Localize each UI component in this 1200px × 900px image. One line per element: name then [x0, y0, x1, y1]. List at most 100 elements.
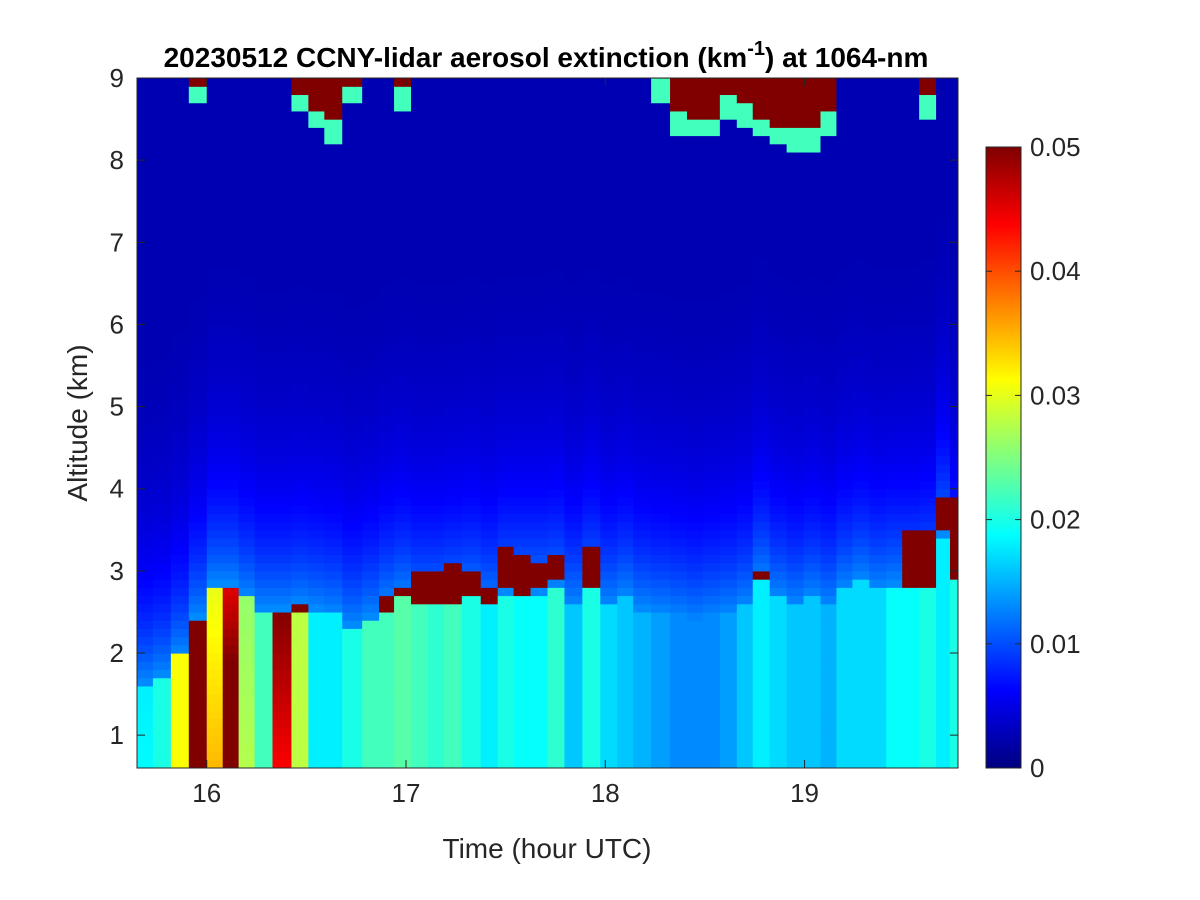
- heatmap-cell: [461, 94, 482, 104]
- heatmap-cell: [222, 234, 240, 243]
- heatmap-cell: [513, 464, 532, 473]
- heatmap-cell: [497, 677, 515, 687]
- heatmap-cell: [170, 357, 190, 367]
- heatmap-cell: [617, 669, 634, 679]
- colorbar: 00.010.020.030.040.05: [985, 132, 1081, 783]
- heatmap-cell: [600, 316, 618, 326]
- heatmap-cell: [291, 669, 309, 679]
- heatmap-cell: [443, 521, 463, 531]
- heatmap-cell: [852, 702, 870, 712]
- heatmap-cell: [188, 275, 208, 284]
- heatmap-cell: [238, 135, 256, 145]
- heatmap-cell: [582, 242, 601, 252]
- heatmap-cell: [206, 266, 224, 276]
- heatmap-cell: [633, 299, 652, 309]
- heatmap-cell: [719, 414, 738, 424]
- heatmap-cell: [752, 579, 771, 588]
- heatmap-cell: [869, 735, 887, 744]
- heatmap-cell: [188, 94, 208, 104]
- heatmap-cell: [670, 661, 688, 671]
- heatmap-cell: [188, 398, 208, 408]
- heatmap-cell: [324, 340, 343, 350]
- heatmap-cell: [564, 414, 583, 424]
- colorbar-tick-label: 0.05: [1030, 132, 1081, 162]
- heatmap-cell: [600, 299, 618, 309]
- heatmap-cell: [702, 464, 721, 473]
- heatmap-cell: [530, 653, 549, 662]
- heatmap-cell: [836, 414, 853, 424]
- heatmap-cell: [291, 694, 309, 703]
- heatmap-cell: [530, 423, 549, 432]
- heatmap-cell: [379, 143, 395, 153]
- heatmap-cell: [902, 365, 920, 375]
- heatmap-cell: [547, 390, 566, 399]
- heatmap-cell: [254, 464, 274, 473]
- heatmap-cell: [902, 529, 920, 539]
- heatmap-cell: [786, 554, 805, 564]
- heatmap-cell: [600, 283, 618, 293]
- heatmap-cell: [950, 381, 958, 391]
- plot-frame: [136, 77, 959, 769]
- heatmap-cell: [686, 595, 704, 605]
- heatmap-cell: [670, 127, 688, 137]
- heatmap-cell: [547, 250, 566, 260]
- heatmap-cell: [919, 513, 937, 523]
- heatmap-cell: [530, 78, 549, 87]
- heatmap-cell: [852, 488, 870, 498]
- heatmap-cell: [786, 611, 805, 621]
- heatmap-cell: [238, 201, 256, 211]
- heatmap-cell: [836, 603, 853, 613]
- heatmap-cell: [188, 579, 208, 588]
- heatmap-cell: [902, 184, 920, 194]
- heatmap-cell: [152, 653, 172, 662]
- heatmap-cell: [379, 521, 395, 531]
- heatmap-cell: [803, 324, 822, 334]
- heatmap-cell: [291, 94, 309, 104]
- heatmap-cell: [752, 151, 771, 161]
- heatmap-cell: [170, 94, 190, 104]
- heatmap-cell: [530, 685, 549, 695]
- heatmap-cell: [170, 381, 190, 391]
- heatmap-cell: [308, 611, 325, 621]
- heatmap-cell: [836, 529, 853, 539]
- heatmap-cell: [291, 595, 309, 605]
- heatmap-cell: [950, 414, 958, 424]
- heatmap-cell: [461, 620, 482, 629]
- heatmap-cell: [769, 636, 788, 646]
- heatmap-cell: [137, 373, 154, 383]
- heatmap-cell: [670, 291, 688, 301]
- heatmap-cell: [443, 291, 463, 301]
- heatmap-cell: [617, 702, 634, 712]
- heatmap-cell: [394, 677, 412, 687]
- heatmap-cell: [291, 176, 309, 186]
- heatmap-cell: [852, 102, 870, 112]
- heatmap-cell: [803, 505, 822, 514]
- heatmap-cell: [836, 570, 853, 580]
- heatmap-cell: [291, 587, 309, 597]
- heatmap-cell: [702, 201, 721, 211]
- heatmap-cell: [362, 685, 380, 695]
- heatmap-cell: [702, 644, 721, 654]
- heatmap-cell: [497, 340, 515, 350]
- heatmap-cell: [736, 398, 754, 408]
- heatmap-cell: [886, 513, 903, 523]
- heatmap-cell: [719, 250, 738, 260]
- heatmap-cell: [803, 431, 822, 441]
- heatmap-cell: [670, 102, 688, 112]
- heatmap-cell: [936, 250, 951, 260]
- heatmap-cell: [633, 316, 652, 326]
- heatmap-cell: [670, 332, 688, 342]
- heatmap-cell: [852, 168, 870, 178]
- heatmap-cell: [752, 201, 771, 211]
- heatmap-cell: [152, 751, 172, 761]
- heatmap-cell: [820, 127, 838, 137]
- heatmap-cell: [206, 151, 224, 161]
- heatmap-cell: [736, 299, 754, 309]
- heatmap-cell: [513, 513, 532, 523]
- heatmap-cell: [188, 291, 208, 301]
- heatmap-cell: [902, 225, 920, 235]
- heatmap-cell: [411, 677, 429, 687]
- heatmap-cell: [820, 390, 838, 399]
- heatmap-cell: [950, 160, 958, 169]
- heatmap-cell: [443, 743, 463, 753]
